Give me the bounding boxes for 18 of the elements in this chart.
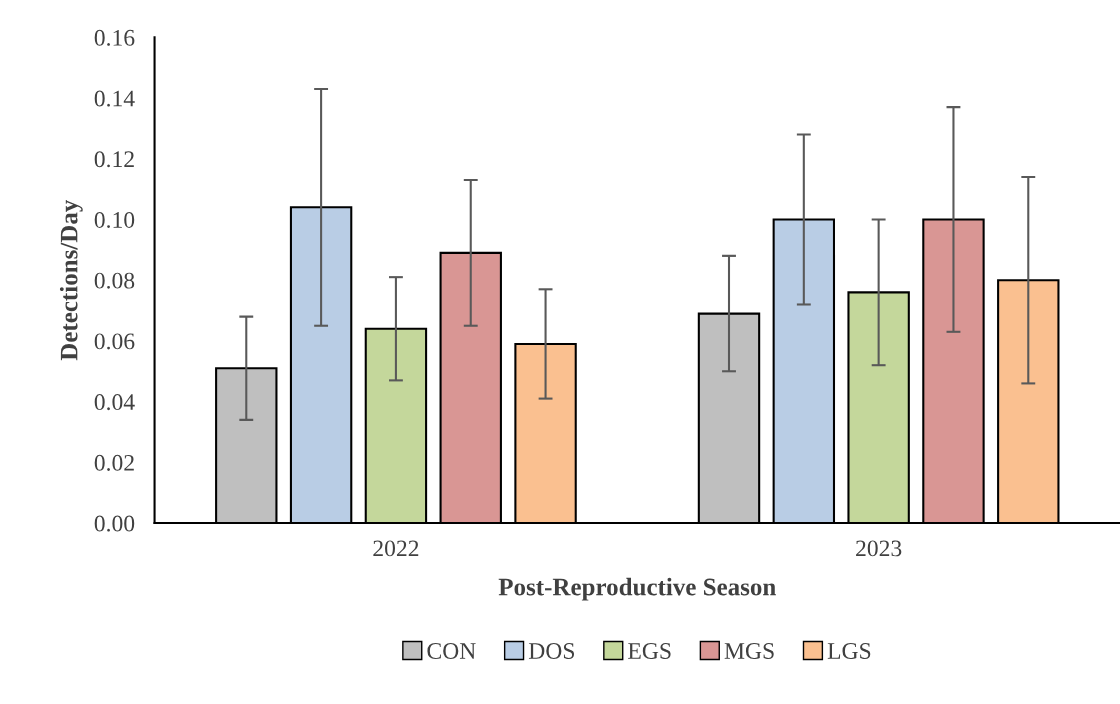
y-tick-label: 0.16 [94,29,135,46]
legend-label: LGS [827,643,871,659]
x-tick-label: 2022 [373,540,419,557]
legend-label: EGS [628,643,671,659]
y-tick-label: 0.04 [94,394,135,411]
y-tick-label: 0.02 [94,454,134,471]
y-tick-label: 0.14 [94,90,135,107]
x-tick-label: 2023 [856,540,902,557]
legend-label: CON [427,643,476,659]
y-tick-label: 0.10 [94,211,135,228]
y-tick-label: 0.12 [94,151,134,168]
legend-label: MGS [724,643,774,659]
y-tick-label: 0.00 [94,515,135,532]
x-axis-title: Post-Reproductive Season [498,577,776,601]
y-tick-label: 0.06 [94,333,135,350]
y-axis-title: Detections/Day [59,199,83,361]
legend-label: DOS [528,643,575,659]
y-tick-label: 0.08 [94,272,135,289]
